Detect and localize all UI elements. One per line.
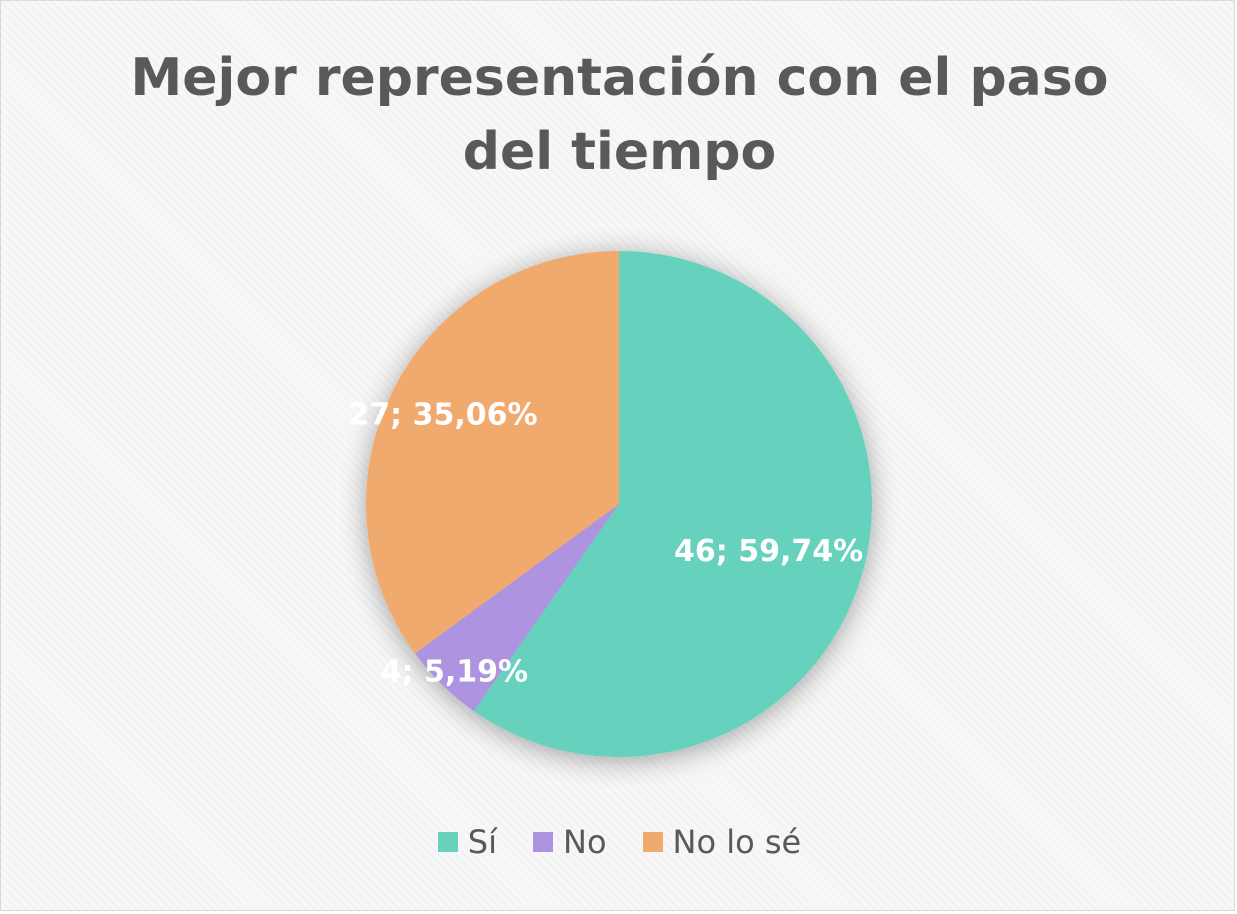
chart-title: Mejor representación con el paso del tie… xyxy=(130,48,1109,182)
legend-swatch-si xyxy=(437,832,458,852)
slice-si xyxy=(473,251,872,757)
slice-no xyxy=(414,504,619,712)
data-label-no: 4; 5,19% xyxy=(381,655,528,690)
data-label-si: 46; 59,74% xyxy=(674,534,863,569)
legend-label-no: No xyxy=(563,823,607,861)
legend-swatch-no xyxy=(533,832,553,852)
legend-item-no-lo-se: No lo sé xyxy=(642,823,802,861)
data-label-no-lo-se: 27; 35,06% xyxy=(348,397,537,432)
legend: Sí No No lo sé xyxy=(1,823,1237,861)
legend-label-si: Sí xyxy=(467,823,497,861)
legend-item-si: Sí xyxy=(437,823,497,861)
legend-item-no: No xyxy=(533,823,607,861)
legend-swatch-no-lo-se xyxy=(642,832,663,852)
slice-no-lo-se xyxy=(365,251,619,654)
legend-label-no-lo-se: No lo sé xyxy=(672,823,802,861)
